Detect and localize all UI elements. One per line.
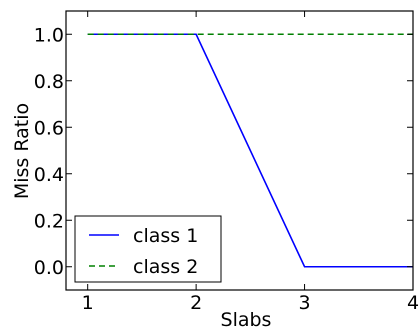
y-axis-label: Miss Ratio: [11, 103, 33, 199]
y-tick-label: 0.4: [34, 164, 64, 186]
legend-label-2: class 2: [133, 256, 198, 278]
x-tick-label: 2: [190, 292, 202, 314]
y-tick-label: 0.0: [34, 257, 64, 279]
y-tick-label: 1.0: [34, 24, 64, 46]
x-tick-label: 1: [82, 292, 94, 314]
legend-box: [74, 215, 222, 283]
plot-frame: [65, 10, 414, 291]
legend: class 1 class 2: [74, 215, 222, 283]
x-axis-label: Slabs: [221, 309, 272, 330]
y-tick-label: 0.8: [34, 71, 64, 93]
y-tick-label: 0.6: [34, 117, 64, 139]
x-tick-label: 4: [407, 292, 419, 314]
axes: 1 2 3 4 0.0 0.2 0.4 0.6 0.8 1.0: [34, 10, 419, 314]
x-tick-label: 3: [299, 292, 311, 314]
y-tick-label: 0.2: [34, 210, 64, 232]
legend-label-1: class 1: [133, 225, 198, 247]
plot-area: [87, 33, 413, 268]
